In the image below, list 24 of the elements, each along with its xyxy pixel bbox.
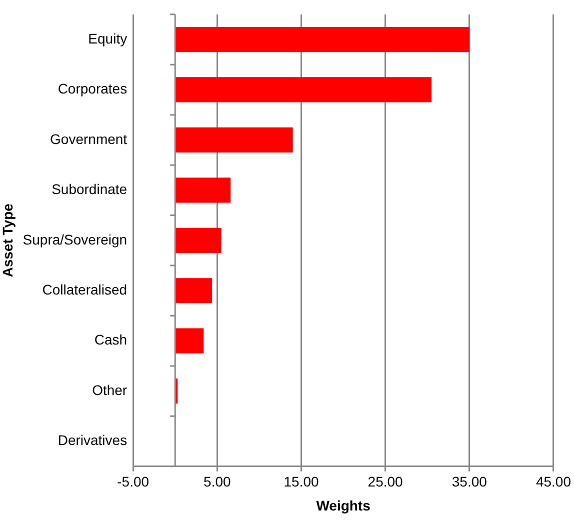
y-axis-title: Asset Type: [0, 203, 16, 278]
x-tick-label: 45.00: [536, 474, 572, 490]
y-tick-label: Supra/Sovereign: [22, 231, 128, 248]
y-tick-label: Cash: [94, 332, 128, 348]
x-tick-label: 35.00: [452, 474, 488, 490]
y-tick-label: Other: [92, 382, 128, 398]
y-tick-label: Government: [50, 130, 128, 147]
y-tick-label: Corporates: [58, 80, 128, 97]
bar: [175, 26, 470, 52]
x-tick-label: 5.00: [204, 474, 232, 490]
bar: [175, 77, 432, 102]
x-tick-label: 25.00: [368, 474, 404, 490]
bar: [175, 278, 212, 304]
x-axis-title: Weights: [316, 497, 371, 514]
x-tick-label: 15.00: [284, 474, 319, 490]
x-tick-label: -5.00: [117, 474, 150, 490]
bar: [175, 127, 293, 153]
y-tick-label: Collateralised: [42, 281, 128, 298]
y-tick-label: Subordinate: [52, 181, 128, 198]
y-tick-label: Derivatives: [58, 432, 128, 448]
y-tick-label: Equity: [88, 30, 128, 46]
bar: [175, 328, 204, 354]
bar: [175, 228, 222, 253]
bar: [175, 178, 231, 203]
